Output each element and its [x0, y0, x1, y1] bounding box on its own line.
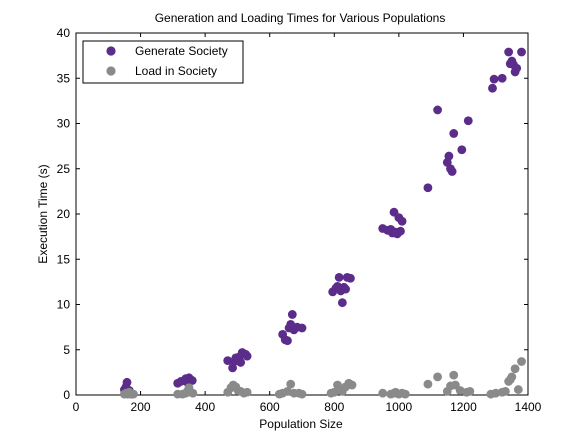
data-point-load: [129, 389, 138, 399]
data-point-generate: [512, 63, 522, 73]
legend-marker-load: [106, 66, 116, 76]
legend: Generate Society Load in Society: [82, 40, 244, 84]
data-point-generate: [297, 323, 307, 333]
data-point-generate: [223, 356, 233, 366]
data-point-load: [465, 386, 475, 396]
data-point-generate: [341, 284, 350, 294]
data-point-generate: [488, 83, 497, 93]
data-point-generate: [122, 377, 132, 387]
data-point-load: [286, 379, 296, 389]
data-point-generate: [444, 151, 454, 161]
data-point-generate: [504, 47, 514, 57]
data-point-load: [378, 388, 388, 398]
data-point-load: [513, 385, 523, 394]
data-point-load: [188, 388, 198, 398]
data-point-generate: [287, 310, 297, 319]
x-tick-label: 1200: [450, 400, 477, 414]
legend-label-load: Load in Society: [135, 64, 217, 78]
y-tick-label: 10: [57, 298, 71, 312]
x-tick-label: 1400: [515, 400, 542, 414]
data-point-generate: [334, 272, 344, 282]
data-point-generate: [396, 226, 405, 236]
data-point-load: [507, 372, 517, 382]
x-axis-label: Population Size: [259, 417, 343, 431]
data-point-generate: [489, 74, 499, 84]
data-point-generate: [433, 105, 442, 115]
data-point-generate: [397, 216, 407, 226]
data-point-generate: [463, 116, 473, 126]
data-point-generate: [242, 351, 252, 361]
x-tick-label: 400: [195, 400, 215, 414]
x-tick-label: 200: [131, 400, 151, 414]
data-points: [120, 47, 526, 399]
data-point-generate: [423, 183, 433, 193]
x-tick-label: 800: [324, 400, 344, 414]
data-point-load: [449, 370, 459, 380]
y-axis-label: Execution Time (s): [36, 164, 50, 263]
data-point-generate: [457, 145, 467, 155]
y-tick-label: 30: [57, 117, 71, 131]
data-point-load: [347, 380, 357, 390]
data-point-load: [433, 372, 442, 382]
data-point-load: [491, 388, 501, 398]
data-point-load: [400, 389, 410, 399]
data-point-generate: [497, 73, 507, 83]
data-point-generate: [283, 336, 292, 346]
x-tick-label: 1000: [386, 400, 413, 414]
data-point-generate: [236, 358, 246, 367]
data-point-generate: [337, 298, 347, 308]
y-tick-label: 35: [57, 71, 71, 85]
data-point-generate: [447, 167, 457, 176]
data-point-load: [242, 387, 252, 397]
data-point-load: [501, 386, 510, 396]
x-tick-label: 600: [260, 400, 280, 414]
data-point-generate: [517, 47, 526, 57]
x-tick-label: 0: [73, 400, 80, 414]
legend-label-generate: Generate Society: [135, 44, 228, 58]
y-tick-label: 40: [57, 26, 71, 40]
data-point-generate: [187, 376, 197, 385]
axes: 0 200 400 600 800 1000 1200 1400 0 5 10 15 20 25 30 35 4…: [57, 26, 542, 414]
legend-marker-generate: [106, 46, 116, 56]
y-tick-label: 25: [57, 162, 71, 176]
y-tick-label: 20: [57, 207, 71, 221]
y-tick-label: 15: [57, 252, 71, 266]
data-point-load: [297, 389, 307, 399]
y-tick-label: 0: [63, 388, 70, 402]
data-point-generate: [346, 273, 355, 283]
data-point-load: [517, 357, 526, 366]
data-point-load: [423, 379, 433, 389]
chart-title: Generation and Loading Times for Various…: [155, 11, 446, 25]
data-point-load: [510, 364, 520, 374]
y-tick-label: 5: [63, 343, 70, 357]
data-point-generate: [449, 129, 459, 138]
